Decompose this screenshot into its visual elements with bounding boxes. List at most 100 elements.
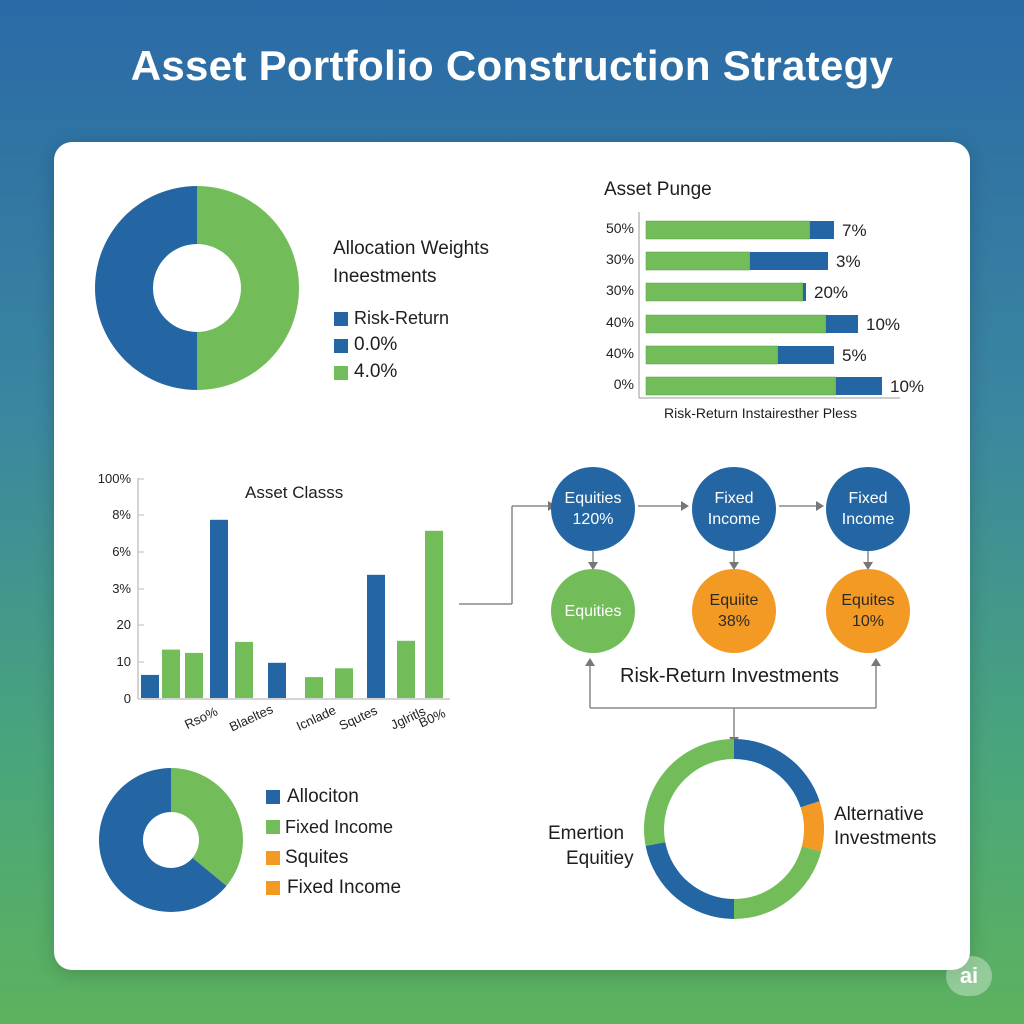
hbar-segment <box>750 252 828 270</box>
vbar-x-label: Blaeltes <box>227 701 276 734</box>
flow-arrowhead <box>729 562 739 570</box>
flow-node-label: Income <box>842 511 895 528</box>
hbar-tick-label: 40% <box>606 345 634 361</box>
vbar-x-label: Icnlade <box>294 702 338 733</box>
hbar-value-label: 10% <box>866 315 900 334</box>
vbar-bar <box>335 668 353 698</box>
legend-swatch <box>266 820 280 834</box>
vbar-x-label: Rso% <box>182 704 220 732</box>
hbar-value-label: 7% <box>842 221 867 240</box>
vbar-bar <box>141 674 159 698</box>
donut3-label-right: Investments <box>834 828 937 849</box>
donut3-slice <box>734 739 820 808</box>
donut1-legend-item: Risk-Return <box>354 308 450 328</box>
vbar-tick-label: 100% <box>98 471 132 486</box>
flow-arrowhead <box>871 658 881 666</box>
legend-swatch <box>266 790 280 804</box>
flow-node <box>551 569 635 653</box>
vbar-tick-label: 8% <box>112 507 131 522</box>
donut3-slice <box>734 846 822 919</box>
hbar-segment <box>645 220 811 240</box>
vbar-bar <box>425 530 443 698</box>
flow-node <box>551 467 635 551</box>
flow-node-label: 120% <box>573 511 614 528</box>
hbar-value-label: 10% <box>890 377 924 396</box>
donut2-slice <box>171 768 243 886</box>
donut2-slice <box>98 768 227 913</box>
hbar-segment <box>836 377 882 395</box>
donut2-legend-item: Allociton <box>287 786 359 807</box>
donut3-slice <box>644 739 734 846</box>
flow-node-label: Equites <box>841 592 894 609</box>
flow-node <box>826 467 910 551</box>
vbar-bar <box>268 662 286 698</box>
hbar-segment <box>645 345 779 365</box>
flow-node-label: Income <box>708 511 761 528</box>
donut1-legend-item: 0.0% <box>354 334 398 355</box>
hbar-segment <box>645 376 837 396</box>
flow-node-label: 38% <box>718 613 750 630</box>
flow-arrowhead <box>681 501 689 511</box>
hbar-tick-label: 30% <box>606 251 634 267</box>
hbar-value-label: 5% <box>842 346 867 365</box>
flow-node-label: Fixed <box>714 490 753 507</box>
hbar-segment <box>810 221 834 239</box>
legend-swatch <box>334 339 348 353</box>
vbar-bar <box>235 641 253 698</box>
hbar-segment <box>645 314 827 334</box>
flow-node <box>692 569 776 653</box>
vbar-bar <box>185 652 203 698</box>
donut2-legend-item: Fixed Income <box>285 817 394 837</box>
flow-node-label: 10% <box>852 613 884 630</box>
vbar-tick-label: 3% <box>112 581 131 596</box>
flow-node-label: Equities <box>565 603 622 620</box>
vbar-bar <box>305 677 323 698</box>
donut3-label-left: Equitiey <box>566 848 634 869</box>
ai-badge: ai <box>946 956 992 996</box>
flow-node-label: Fixed <box>848 490 887 507</box>
hbar-segment <box>645 282 804 302</box>
donut3-slice <box>645 842 734 919</box>
donut1-legend-item: 4.0% <box>354 361 398 382</box>
flow-node <box>692 467 776 551</box>
donut1-title: Allocation Weights <box>333 238 489 259</box>
donut1-slice <box>95 186 197 390</box>
legend-swatch <box>334 312 348 326</box>
hbar-tick-label: 40% <box>606 314 634 330</box>
hbar-title: Asset Punge <box>604 179 712 200</box>
vbar-x-label: Squtes <box>337 702 380 733</box>
vbar-tick-label: 10 <box>117 654 131 669</box>
legend-swatch <box>266 851 280 865</box>
flow-caption: Risk-Return Investments <box>620 665 839 687</box>
dashboard-card: 50% 7% 30% 3% 30% 20% 40% 10% 40% 5% 0% 10% 100% 8% 6%… <box>54 142 970 970</box>
vbar-bar <box>162 649 180 698</box>
legend-swatch <box>334 366 348 380</box>
vbar-bar <box>397 640 415 698</box>
donut3-label-right: Alternative <box>834 804 924 825</box>
hbar-tick-label: 50% <box>606 220 634 236</box>
donut2-legend-item: Fixed Income <box>287 877 402 898</box>
donut1-slice <box>197 186 299 390</box>
hbar-segment <box>803 283 806 301</box>
flow-arrowhead <box>588 562 598 570</box>
vbar-bar <box>367 574 385 698</box>
hbar-tick-label: 30% <box>606 282 634 298</box>
donut3-label-left: Emertion <box>548 823 625 844</box>
hbar-segment <box>826 315 858 333</box>
flow-arrowhead <box>816 501 824 511</box>
hbar-xlabel: Risk-Return Instairesther Pless <box>664 405 857 421</box>
hbar-value-label: 20% <box>814 283 848 302</box>
hbar-segment <box>645 251 751 271</box>
vbar-bar <box>210 519 228 698</box>
legend-swatch <box>266 881 280 895</box>
donut2-legend-item: Squites <box>285 847 349 868</box>
flow-arrowhead <box>863 562 873 570</box>
flow-node-label: Equiite <box>710 592 759 609</box>
hbar-value-label: 3% <box>836 252 861 271</box>
donut3-slice <box>800 801 825 852</box>
hbar-tick-label: 0% <box>614 376 634 392</box>
vbar-tick-label: 20 <box>117 617 131 632</box>
page-title: Asset Portfolio Construction Strategy <box>130 42 894 89</box>
vbar-title: Asset Classs <box>245 483 344 502</box>
donut1-subtitle: Ineestments <box>333 266 437 287</box>
